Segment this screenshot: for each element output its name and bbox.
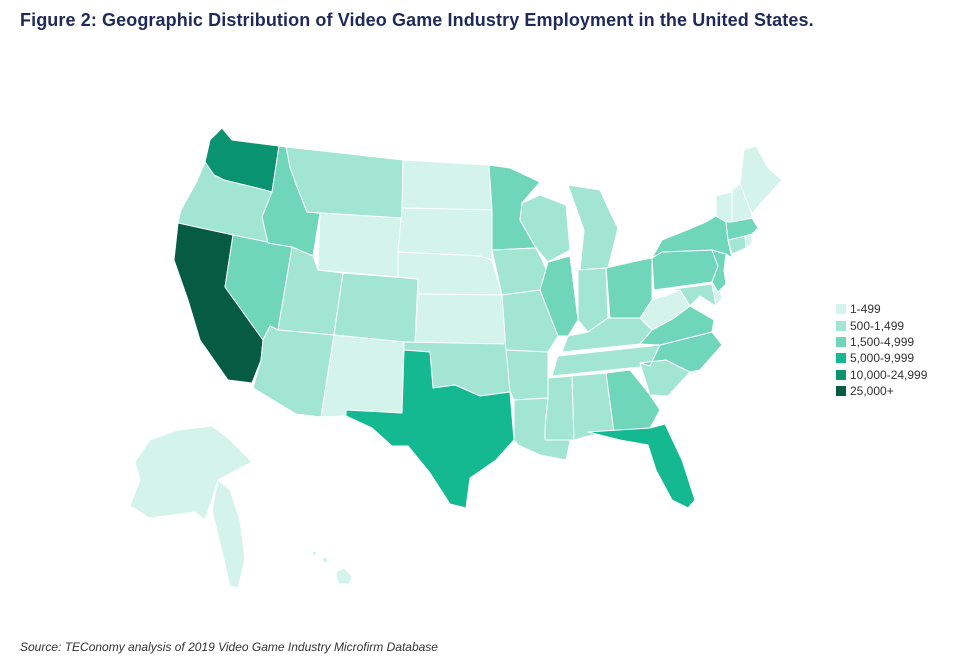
state-wy[interactable] (317, 212, 403, 278)
state-ak[interactable] (129, 425, 253, 521)
legend-label: 10,000-24,999 (850, 367, 928, 382)
state-nh[interactable] (731, 183, 753, 223)
legend-item: 1-499 (836, 301, 927, 317)
state-ar[interactable] (505, 349, 549, 401)
state-ms[interactable] (544, 375, 575, 441)
state-hi[interactable] (335, 567, 353, 585)
legend-item: 1,500-4,999 (836, 334, 927, 350)
state-nj[interactable] (711, 249, 727, 293)
legend-item: 500-1,499 (836, 317, 927, 333)
state-oh[interactable] (605, 257, 653, 319)
state-me[interactable] (739, 145, 783, 215)
legend-swatch (836, 353, 846, 364)
legend-swatch (836, 386, 846, 397)
legend-label: 500-1,499 (850, 318, 905, 333)
state-hi-island (321, 556, 329, 564)
legend-item: 10,000-24,999 (836, 367, 927, 383)
legend-swatch (836, 320, 846, 331)
map-legend: 1-499 500-1,499 1,500-4,999 5,000-9,999 … (836, 301, 927, 399)
state-mi[interactable] (567, 184, 619, 271)
legend-label: 1,500-4,999 (850, 334, 915, 349)
state-ia[interactable] (491, 247, 549, 296)
legend-label: 1-499 (850, 302, 881, 317)
legend-item: 5,000-9,999 (836, 350, 927, 366)
legend-item: 25,000+ (836, 383, 927, 399)
state-nm[interactable] (320, 334, 405, 418)
legend-label: 25,000+ (850, 384, 894, 399)
legend-label: 5,000-9,999 (850, 351, 915, 366)
state-az[interactable] (252, 325, 335, 418)
state-vt[interactable] (715, 191, 733, 223)
legend-swatch (836, 336, 846, 347)
state-ks[interactable] (414, 293, 507, 345)
figure-title: Figure 2: Geographic Distribution of Vid… (20, 10, 814, 30)
state-co[interactable] (333, 272, 419, 344)
source-note: Source: TEConomy analysis of 2019 Video … (20, 640, 438, 654)
state-wi[interactable] (519, 194, 571, 263)
state-hi-island-2 (311, 550, 318, 557)
legend-swatch (836, 304, 846, 315)
state-fl[interactable] (587, 423, 696, 509)
legend-swatch (836, 369, 846, 380)
state-ak-panhandle (211, 479, 246, 589)
state-nd[interactable] (401, 159, 493, 211)
state-tx[interactable] (345, 349, 515, 509)
state-mo[interactable] (501, 289, 559, 353)
